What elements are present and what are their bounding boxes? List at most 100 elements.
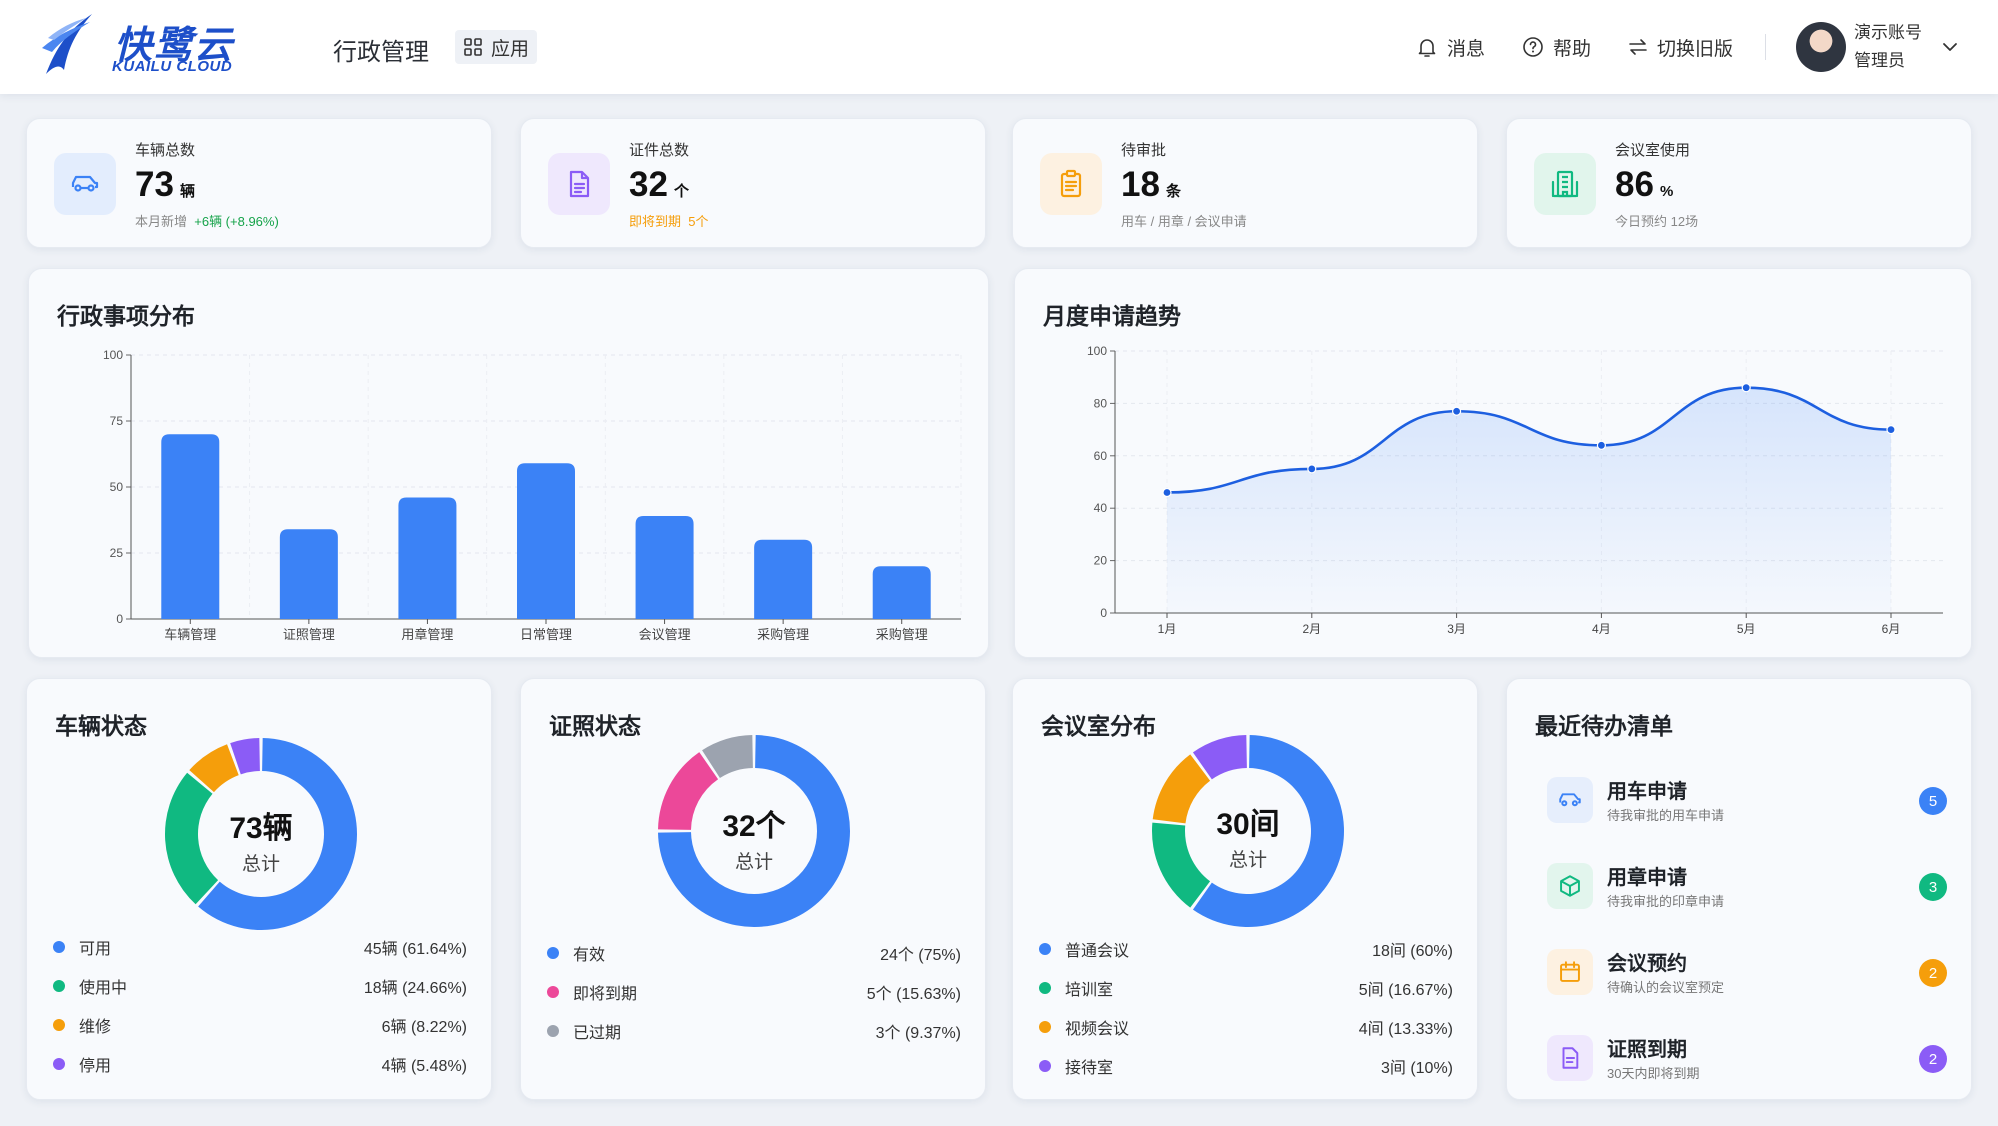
user-info[interactable]: 演示账号 管理员	[1854, 19, 1922, 75]
todo-item-certificate[interactable]: 证照到期 30天内即将到期 2	[1547, 1015, 1947, 1101]
legend-value: 5个 (15.63%)	[866, 985, 961, 1003]
todo-item-vehicle[interactable]: 用车申请 待我审批的用车申请 5	[1547, 757, 1947, 843]
stat-card-certificates[interactable]: 证件总数 32 个 即将到期 5个	[520, 118, 986, 248]
stat-icon-box	[1534, 153, 1596, 215]
todo-title: 证照到期	[1607, 1039, 1687, 1061]
stat-label: 待审批	[1121, 142, 1167, 159]
donut-slice[interactable]	[1192, 735, 1344, 927]
bar[interactable]	[398, 497, 457, 619]
card-title: 车辆状态	[55, 713, 147, 739]
bar[interactable]	[754, 539, 813, 619]
line-chart: 0 20 40 60 80 100 1月 2月 3月 4月 5月 6月	[1087, 344, 1943, 636]
todo-item-stamp[interactable]: 用章申请 待我审批的印章申请 3	[1547, 843, 1947, 929]
donut-slice[interactable]	[1152, 822, 1211, 908]
todo-title: 用章申请	[1607, 867, 1687, 889]
card-title: 行政事项分布	[57, 303, 195, 329]
legend-value: 5间 (16.67%)	[1358, 981, 1453, 999]
legend-item[interactable]: 使用中 18辆 (24.66%)	[53, 966, 467, 1005]
legend-value: 6辆 (8.22%)	[381, 1018, 467, 1036]
donut-slice[interactable]	[189, 744, 239, 793]
x-tick-label: 证照管理	[283, 627, 335, 642]
todo-subtitle: 30天内即将到期	[1607, 1066, 1700, 1081]
header-divider	[1765, 34, 1766, 60]
line-point[interactable]	[1452, 406, 1462, 416]
bar[interactable]	[161, 434, 220, 619]
help-button[interactable]: 帮助	[1521, 34, 1591, 61]
line-point[interactable]	[1307, 464, 1317, 474]
y-tick-label: 100	[1087, 344, 1107, 358]
chevron-down-icon[interactable]	[1940, 37, 1960, 57]
legend-item[interactable]: 有效 24个 (75%)	[547, 933, 961, 972]
donut-slice[interactable]	[164, 772, 219, 905]
stat-card-vehicles[interactable]: 车辆总数 73 辆 本月新增 +6辆 (+8.96%)	[26, 118, 492, 248]
apps-label: 应用	[491, 38, 530, 60]
legend-label: 可用	[79, 940, 112, 958]
logo-subtext: KUAILU CLOUD	[112, 58, 233, 75]
line-point[interactable]	[1886, 425, 1896, 435]
certificate-status-card: 证照状态 32个 总计 有效 24个 (75%) 即将到期 5个 (15.63%) 已过…	[520, 678, 986, 1100]
legend-item[interactable]: 停用 4辆 (5.48%)	[53, 1044, 467, 1083]
legend-item[interactable]: 接待室 3间 (10%)	[1039, 1046, 1453, 1085]
legend-label: 普通会议	[1065, 942, 1130, 960]
legend-item[interactable]: 视频会议 4间 (13.33%)	[1039, 1007, 1453, 1046]
vehicle-status-legend: 可用 45辆 (61.64%) 使用中 18辆 (24.66%) 维修 6辆 (8.22%…	[53, 927, 467, 1083]
y-tick-label: 80	[1094, 396, 1108, 410]
donut-slice[interactable]	[702, 735, 753, 779]
legend-value: 24个 (75%)	[880, 946, 961, 964]
legend-item[interactable]: 可用 45辆 (61.64%)	[53, 927, 467, 966]
legend-dot	[53, 1018, 65, 1031]
bar[interactable]	[872, 566, 931, 619]
legend-dot	[53, 940, 65, 953]
donut-slice[interactable]	[658, 752, 719, 830]
line-area	[1167, 387, 1891, 613]
legend-value: 45辆 (61.64%)	[363, 940, 467, 958]
logo[interactable]: 快鹭云 KUAILU CLOUD	[38, 8, 248, 86]
apps-button[interactable]: 应用	[455, 30, 538, 64]
legend-dot	[1039, 942, 1051, 955]
legend-item[interactable]: 维修 6辆 (8.22%)	[53, 1005, 467, 1044]
messages-button[interactable]: 消息	[1415, 34, 1485, 61]
stat-note: 今日预约 12场	[1615, 214, 1699, 229]
legend-label: 接待室	[1065, 1059, 1114, 1077]
stat-icon-box	[548, 153, 610, 215]
donut-slice[interactable]	[658, 735, 850, 927]
y-tick-label: 40	[1094, 501, 1108, 515]
stat-unit: %	[1659, 183, 1674, 200]
line-point[interactable]	[1162, 487, 1172, 498]
meeting-room-legend: 普通会议 18间 (60%) 培训室 5间 (16.67%) 视频会议 4间 (13.33…	[1039, 929, 1453, 1085]
stat-unit: 条	[1165, 183, 1181, 200]
card-title: 月度申请趋势	[1043, 303, 1181, 329]
legend-value: 3个 (9.37%)	[875, 1024, 961, 1042]
todo-item-meeting[interactable]: 会议预约 待确认的会议室预定 2	[1547, 929, 1947, 1015]
stat-card-pending[interactable]: 待审批 18 条 用车 / 用章 / 会议申请	[1012, 118, 1478, 248]
stat-value: 32 个	[629, 165, 689, 204]
car-icon	[71, 175, 99, 192]
grid-icon	[464, 38, 482, 56]
legend-item[interactable]: 已过期 3个 (9.37%)	[547, 1011, 961, 1050]
x-tick-label: 车辆管理	[164, 627, 216, 642]
stat-card-meeting-rooms[interactable]: 会议室使用 86% 今日预约 12场	[1506, 118, 1972, 248]
donut-slice[interactable]	[230, 738, 260, 775]
bar[interactable]	[279, 529, 338, 619]
legend-item[interactable]: 即将到期 5个 (15.63%)	[547, 972, 961, 1011]
y-tick-label: 100	[103, 348, 123, 362]
top-header: 快鹭云 KUAILU CLOUD 行政管理 应用 消息 帮助	[0, 0, 1998, 94]
switch-version-button[interactable]: 切换旧版	[1627, 34, 1733, 61]
legend-item[interactable]: 培训室 5间 (16.67%)	[1039, 968, 1453, 1007]
distribution-chart-card: 行政事项分布 0 25 50 75 100 车辆管理 证照管理 用章管理 日常管理 会议管理 采购管…	[28, 268, 989, 658]
bar[interactable]	[517, 463, 575, 619]
donut-slice[interactable]	[1192, 735, 1247, 780]
donut-slice[interactable]	[1152, 754, 1211, 824]
line-point[interactable]	[1741, 383, 1751, 393]
user-avatar[interactable]	[1796, 22, 1846, 72]
line-point[interactable]	[1596, 440, 1607, 450]
vehicle-status-donut	[164, 738, 357, 930]
x-tick-label: 采购管理	[876, 627, 928, 642]
donut-slice[interactable]	[198, 738, 357, 930]
bar[interactable]	[635, 516, 694, 619]
certificate-status-donut	[658, 735, 850, 927]
switch-version-label: 切换旧版	[1656, 38, 1733, 60]
legend-item[interactable]: 普通会议 18间 (60%)	[1039, 929, 1453, 968]
stat-icon-box	[54, 153, 116, 215]
donut-total-label: 总计	[1228, 850, 1267, 871]
